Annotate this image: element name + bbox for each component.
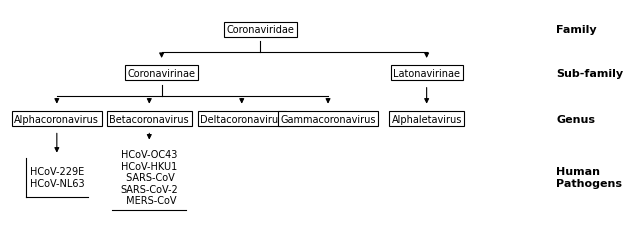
Text: Alphacoronavirus: Alphacoronavirus	[14, 114, 99, 124]
Text: Deltacoronavirus: Deltacoronavirus	[200, 114, 284, 124]
Text: Coronavirinae: Coronavirinae	[127, 69, 196, 79]
Text: Alphaletavirus: Alphaletavirus	[392, 114, 462, 124]
Text: Human
Pathogens: Human Pathogens	[556, 167, 622, 188]
Text: Gammacoronavirus: Gammacoronavirus	[280, 114, 376, 124]
Text: Coronaviridae: Coronaviridae	[227, 25, 294, 35]
Text: HCoV-OC43
HCoV-HKU1
 SARS-CoV
SARS-CoV-2
 MERS-CoV: HCoV-OC43 HCoV-HKU1 SARS-CoV SARS-CoV-2 …	[120, 149, 178, 206]
Text: Sub-family: Sub-family	[556, 69, 623, 79]
Text: Family: Family	[556, 25, 596, 35]
Text: Latonavirinae: Latonavirinae	[393, 69, 460, 79]
Text: HCoV-229E
HCoV-NL63: HCoV-229E HCoV-NL63	[29, 167, 84, 188]
Text: Betacoronavirus: Betacoronavirus	[109, 114, 189, 124]
Text: Genus: Genus	[556, 114, 595, 124]
